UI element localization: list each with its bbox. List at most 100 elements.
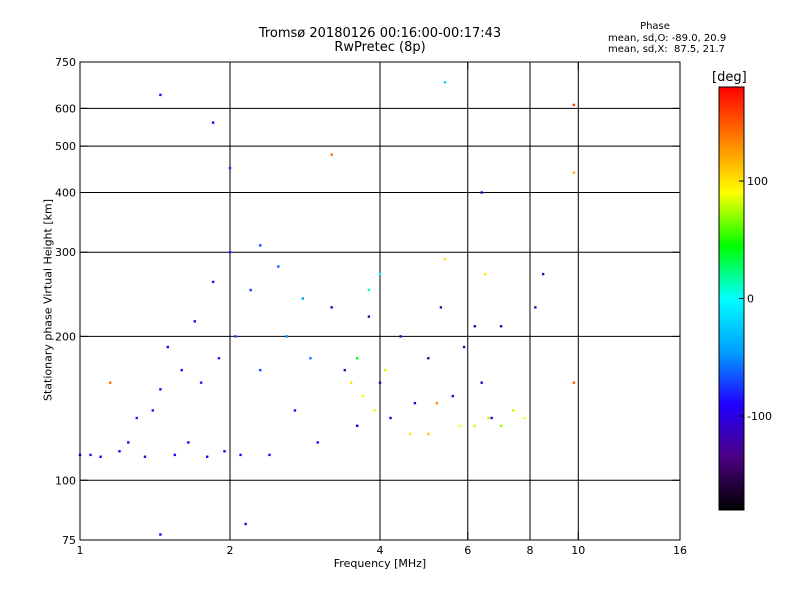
data-point (399, 335, 402, 338)
data-point (159, 388, 162, 391)
data-point (487, 416, 490, 420)
data-point (135, 416, 138, 420)
data-point (180, 368, 183, 372)
colorbar-tick-label: -100 (747, 410, 772, 423)
x-tick-label: 6 (464, 544, 471, 557)
data-point (499, 325, 503, 328)
data-point (143, 455, 147, 458)
colorbar-tick-label: 100 (747, 175, 768, 188)
data-point (166, 345, 169, 349)
data-point (384, 368, 387, 372)
stats-line-x: mean, sd,X: 87.5, 21.7 (608, 44, 725, 55)
chart-title: Tromsø 20180126 00:16:00-00:17:43 (258, 26, 502, 41)
data-point (228, 166, 232, 170)
data-point (211, 121, 215, 124)
data-point (199, 381, 203, 384)
data-point (89, 453, 92, 457)
colorbar-tick-label: 0 (747, 293, 754, 306)
y-axis-ticks: 75 100 200 300 400 500 600 750 (55, 56, 680, 547)
x-axis-label: Frequency [MHz] (333, 557, 427, 570)
y-tick-label: 75 (62, 534, 76, 547)
data-point (435, 401, 438, 405)
x-tick-label: 1 (77, 544, 84, 557)
data-point (473, 325, 477, 328)
data-point (572, 381, 576, 384)
data-point (99, 455, 102, 458)
data-point (330, 153, 333, 156)
y-tick-label: 200 (55, 330, 76, 343)
data-point (459, 424, 462, 428)
data-point (572, 103, 576, 107)
y-tick-label: 400 (55, 186, 76, 199)
data-point (217, 357, 221, 360)
data-point (343, 368, 347, 372)
grid-lines (80, 62, 680, 540)
data-point (259, 368, 262, 372)
data-point (268, 453, 271, 457)
data-point (173, 453, 177, 457)
data-point (443, 258, 447, 261)
x-tick-label: 16 (673, 544, 687, 557)
data-point (413, 401, 417, 405)
stats-line-o: mean, sd,O: -89.0, 20.9 (608, 33, 727, 44)
data-points (78, 81, 576, 536)
data-point (409, 432, 412, 436)
data-point (249, 288, 252, 292)
data-point (361, 394, 365, 398)
data-point (228, 251, 232, 254)
data-point (572, 171, 576, 174)
data-point (541, 272, 545, 276)
data-point (285, 335, 288, 338)
data-point (277, 265, 280, 268)
data-point (373, 409, 376, 412)
data-point (151, 409, 155, 412)
x-tick-label: 8 (527, 544, 534, 557)
data-point (159, 93, 162, 97)
data-point (309, 357, 312, 360)
data-point (211, 280, 215, 284)
data-point (355, 424, 359, 428)
y-tick-label: 600 (55, 102, 76, 115)
colorbar-unit-label: [deg] (712, 70, 747, 85)
data-point (301, 297, 305, 300)
data-point (349, 381, 353, 384)
y-tick-label: 750 (55, 56, 76, 69)
data-point (427, 357, 430, 360)
data-point (443, 81, 447, 84)
data-point (118, 450, 121, 453)
x-axis-ticks: 1 2 4 6 8 10 16 (77, 62, 687, 557)
data-point (367, 288, 371, 292)
data-point (534, 306, 537, 309)
data-point (239, 453, 242, 457)
data-point (259, 244, 262, 247)
data-point (293, 409, 297, 412)
colorbar-ticks: 100 0 -100 (739, 175, 772, 423)
data-point (439, 306, 443, 309)
data-point (490, 416, 493, 420)
y-tick-label: 300 (55, 246, 76, 259)
data-point (483, 272, 487, 276)
data-point (193, 320, 197, 323)
stats-heading: Phase (640, 21, 670, 32)
data-point (499, 424, 503, 428)
data-point (511, 409, 515, 412)
data-point (462, 345, 466, 349)
x-tick-label: 4 (377, 544, 384, 557)
data-point (480, 381, 483, 384)
data-point (451, 394, 455, 398)
data-point (187, 441, 190, 444)
data-point (378, 381, 382, 384)
x-tick-label: 2 (227, 544, 234, 557)
data-point (473, 424, 477, 428)
data-point (427, 432, 430, 436)
data-point (355, 357, 359, 360)
data-point (389, 416, 392, 420)
data-point (330, 306, 333, 309)
data-point (205, 455, 209, 458)
data-point (367, 315, 371, 318)
y-tick-label: 500 (55, 140, 76, 153)
data-point (223, 450, 226, 453)
x-tick-label: 10 (571, 544, 585, 557)
y-tick-label: 100 (55, 474, 76, 487)
